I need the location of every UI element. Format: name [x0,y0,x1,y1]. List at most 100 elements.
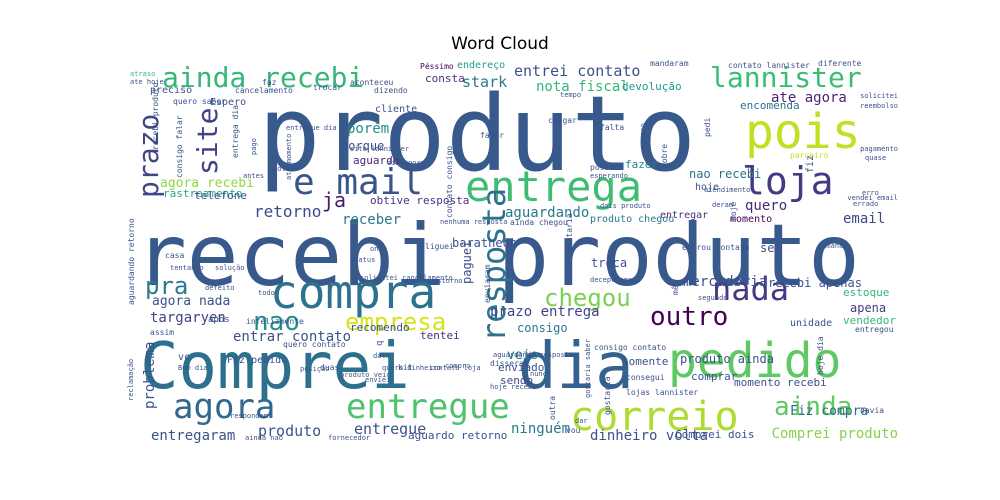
word-95: atraso [130,70,155,78]
word-21: outro [650,302,728,332]
word-149: entregou [855,325,894,334]
word-126: após [208,314,230,325]
word-183: atendimento [704,186,750,194]
word-74: comprar [691,370,738,383]
word-90: cliente [375,104,417,115]
word-164: entrega dia [231,105,240,158]
word-67: problema [142,342,158,409]
word-82: Comprei produto [772,426,898,442]
word-110: ainda chegou [510,218,568,227]
word-159: site lannister [350,145,409,153]
word-176: nenhuma resposta [440,218,507,226]
word-132: data [373,352,390,360]
word-139: consegui [626,373,665,382]
word-171: entrou contato [682,243,750,252]
word-56: apena [850,301,886,315]
word-168: ate momento [285,134,293,180]
word-185: produto veio [340,371,391,379]
word-173: fiz [805,155,816,173]
word-100: favor [480,131,504,140]
word-94: Péssimo [420,61,454,71]
word-147: gostaria saber [584,339,592,398]
word-98: chegar [548,116,577,125]
word-81: Comprei dois [675,428,754,441]
word-73: unidade [790,318,832,329]
word-117: antes [243,172,264,180]
word-122: todo [258,289,275,297]
word-27: entrei contato [514,62,640,80]
word-125: segundo [698,294,728,302]
word-47: email [843,211,885,227]
word-63: recomendo [350,321,410,334]
word-71: somente [622,355,668,368]
word-158: dia agora [387,159,425,167]
word-104: pagamento [860,145,898,153]
word-162: consigo falar [175,115,184,178]
word-34: encomenda [740,99,800,112]
word-135: nunca [530,370,551,378]
word-91: mandaram [650,59,689,68]
word-172: hoje [729,202,738,221]
word-102: pedi [703,118,712,137]
word-160: entregue dia [286,124,337,132]
word-128: vc [178,352,190,363]
word-184: baratheon [452,236,517,250]
word-93: diferente [818,59,862,68]
word-29: nota fiscal [536,79,629,95]
word-165: quero saber [173,97,226,106]
word-174: sobre [660,144,669,168]
word-38: fazer [625,158,658,171]
word-112: semana [818,242,843,250]
word-142: ainda nao [245,434,283,442]
word-187: q [375,341,385,346]
word-17: site [191,108,224,175]
word-144: vou [566,426,581,435]
word-41: retorno [254,202,321,221]
word-146: outra [548,396,557,420]
word-180: decepcionada [590,276,641,284]
word-59: recebi apenas [768,276,862,290]
word-138: lojas lannister [626,388,698,397]
word-42: receber [342,212,401,228]
word-137: hoje recebi [490,383,536,391]
word-120: solução [215,264,245,272]
word-103: reembolso [860,102,898,110]
word-114: onde [370,245,387,253]
word-181: aguardando resposta [493,351,573,359]
word-169: aguardando retorno [127,218,136,305]
word-121: defeito [205,284,235,292]
word-64: tentei [420,329,460,342]
word-189: quero contato [283,340,346,349]
word-78: entregaram [151,428,235,444]
word-155: solicitei [860,92,898,100]
word-150: reclamação [127,359,135,401]
word-178: enviaram [483,264,492,303]
word-127: assim [150,328,174,337]
word-52: produto chegou [590,214,674,225]
word-111: sei [760,241,782,255]
word-101: caso [639,123,647,140]
word-109: dois produto [600,202,651,210]
word-148: hoje dia [816,336,825,375]
word-84: aguardo retorno [408,429,507,442]
word-46: quero [745,198,787,214]
word-163: recebi produto [151,82,160,150]
word-83: Fiz compra [790,404,868,419]
word-119: tentando [170,264,204,272]
word-28: stark [462,73,507,91]
word-31: consta [425,72,465,85]
word-26: ja [322,188,346,212]
word-99: falta [600,123,624,132]
word-143: fornecedor [328,434,370,442]
word-53: agora nada [152,294,230,309]
word-92: contato lannister [728,61,810,70]
word-134: disseram [490,359,529,368]
word-30: devolução [622,80,682,93]
word-97: tempo [560,91,581,99]
word-65: troca [591,256,627,270]
word-75: momento recebi [734,376,827,389]
word-61: prazo entrega [490,304,600,320]
word-167: trocar [313,83,342,92]
word-32: endereço [457,60,505,71]
